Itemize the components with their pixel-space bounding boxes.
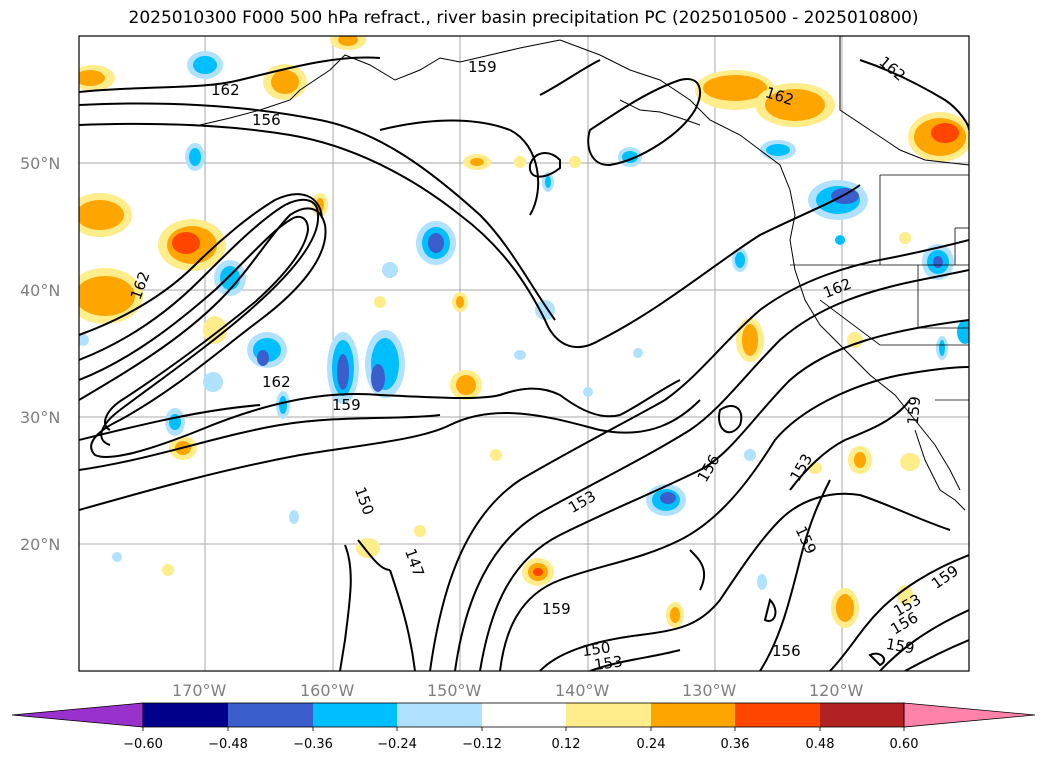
colorbar-extend-min (11, 702, 144, 728)
colorbar-tick-label: 0.48 (806, 737, 835, 752)
contour-label: 159 (904, 396, 924, 426)
colorbar-bin (397, 703, 482, 727)
colorbar-bin (820, 703, 904, 727)
colorbar-tick-label: 0.60 (890, 737, 919, 752)
latitude-labels: 50°N 40°N 30°N 20°N (20, 154, 60, 554)
colorbar-tick-label: −0.12 (462, 737, 502, 752)
contour-label: 153 (593, 652, 624, 674)
lat-label-50n: 50°N (20, 154, 60, 173)
colorbar-bin (482, 703, 566, 727)
map-title: 2025010300 F000 500 hPa refract., river … (128, 8, 919, 28)
map-frame (78, 35, 970, 672)
positive-anomalies (79, 36, 969, 628)
longitude-labels: 170°W 160°W 150°W 140°W 130°W 120°W (172, 681, 864, 700)
colorbar-tick-label: −0.24 (377, 737, 417, 752)
contour-label: 150 (581, 638, 612, 660)
lon-label-170w: 170°W (172, 681, 227, 700)
contour-label: 159 (332, 396, 361, 414)
colorbar-bin (143, 703, 228, 727)
colorbar-tick-label: −0.48 (208, 737, 248, 752)
lon-label-160w: 160°W (300, 681, 355, 700)
colorbar-bin (651, 703, 735, 727)
precip-shading (79, 36, 969, 628)
colorbar-tick-label: 0.12 (552, 737, 581, 752)
colorbar-tick-label: 0.36 (721, 737, 750, 752)
colorbar-tick-label: 0.24 (637, 737, 666, 752)
contour-label: 159 (885, 635, 916, 658)
height-contours (79, 56, 969, 671)
contour-label: 159 (468, 58, 497, 76)
contour-label: 162 (262, 373, 291, 391)
lon-label-150w: 150°W (427, 681, 482, 700)
lat-label-40n: 40°N (20, 281, 60, 300)
contour-label: 156 (252, 111, 281, 129)
colorbar-bin (228, 703, 313, 727)
colorbar: −0.60 −0.48 −0.36 −0.24 −0.12 0.12 0.24 … (11, 702, 1036, 752)
colorbar-bin (313, 703, 397, 727)
lon-label-120w: 120°W (809, 681, 864, 700)
contour-label: 156 (772, 642, 801, 660)
colorbar-tick-label: −0.36 (293, 737, 333, 752)
colorbar-bin (566, 703, 651, 727)
contour-label: 162 (211, 81, 240, 99)
colorbar-bin (735, 703, 820, 727)
lon-label-130w: 130°W (682, 681, 737, 700)
lat-label-20n: 20°N (20, 535, 60, 554)
negative-anomalies (79, 51, 969, 590)
colorbar-ticks: −0.60 −0.48 −0.36 −0.24 −0.12 0.12 0.24 … (123, 737, 918, 752)
lat-label-30n: 30°N (20, 408, 60, 427)
colorbar-extend-max (903, 702, 1036, 728)
colorbar-tick-label: −0.60 (123, 737, 163, 752)
lon-label-140w: 140°W (555, 681, 610, 700)
contour-label: 159 (542, 600, 571, 618)
